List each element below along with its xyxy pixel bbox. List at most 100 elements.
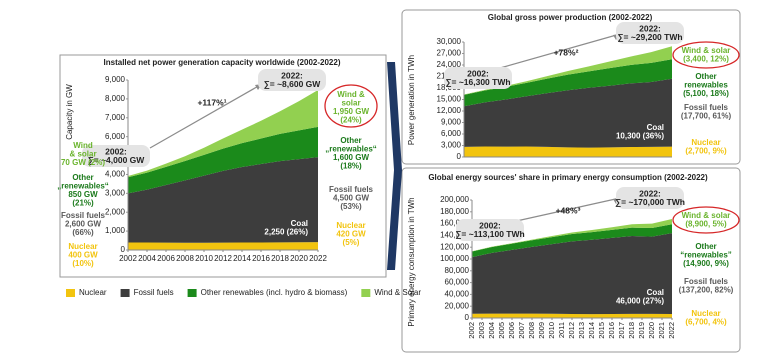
y-tick-label: 140,000 (440, 231, 469, 240)
label-line: 1,600 GW (333, 153, 369, 162)
label-line: Coal (647, 123, 664, 132)
label-line: 400 GW (68, 251, 98, 260)
legend-swatch (187, 289, 197, 297)
label-line: ∑= ~170,000 TWh (615, 197, 685, 207)
x-tick-label: 2014 (587, 322, 596, 339)
y-tick-label: 30,000 (437, 37, 462, 46)
x-tick-label: 2005 (497, 322, 506, 339)
annotation-box (616, 187, 684, 209)
x-tick-label: 2003 (477, 322, 486, 339)
label-line: „renewables“ (325, 145, 377, 154)
x-tick-label: 2016 (607, 322, 616, 339)
label-line: 46,000 (27%) (616, 297, 664, 306)
x-tick-label: 2016 (252, 254, 270, 263)
x-tick-label: 2019 (637, 322, 646, 339)
x-tick-label: 2020 (647, 322, 656, 339)
growth-arrow (149, 83, 263, 149)
x-tick-label: 2017 (617, 322, 626, 339)
label-line: (6,700, 4%) (685, 318, 727, 327)
chevron (387, 62, 402, 270)
growth-arrow (499, 33, 621, 69)
label-line: ∑= ~113,100 TWh (455, 229, 524, 239)
legend-swatch (66, 289, 75, 297)
y-tick-label: 160,000 (440, 219, 469, 228)
label-line: Other (695, 242, 716, 251)
y-axis-label: Capacity in GW (65, 84, 74, 140)
x-tick-label: 2014 (233, 254, 251, 263)
label-line: Other (340, 136, 361, 145)
annotation-box (258, 69, 326, 91)
y-tick-label: 0 (465, 313, 470, 322)
label-line: Nuclear (336, 221, 365, 230)
y-tick-label: 1,000 (105, 226, 126, 235)
highlight-ring (672, 206, 740, 234)
label-line: 2,250 (26%) (264, 228, 308, 237)
area (472, 219, 672, 252)
x-tick-label: 2007 (517, 322, 526, 339)
highlight-ring (672, 41, 740, 69)
x-tick-label: 2006 (157, 254, 175, 263)
chart-title: Global energy sources' share in primary … (428, 173, 708, 182)
area (472, 233, 672, 315)
x-tick-label: 2022 (667, 322, 676, 339)
y-tick-label: 6,000 (441, 129, 462, 138)
label-line: renewables (684, 81, 728, 90)
y-tick-label: 4,000 (105, 170, 126, 179)
label-line: ∑= ~16,300 TWh (445, 77, 510, 87)
legend-label: Wind & Solar (374, 288, 421, 297)
area (472, 224, 672, 258)
label-line: Fossil fuels (329, 185, 374, 194)
label-line: Coal (647, 288, 664, 297)
label-line: Fossil fuels (684, 103, 729, 112)
label-line: ∑= ~4,000 GW (88, 155, 146, 165)
x-tick-label: 2011 (557, 322, 566, 338)
x-tick-label: 2009 (537, 322, 546, 339)
x-tick-label: 2004 (487, 322, 496, 339)
y-axis-label: Primary energy consumption in TWh (407, 197, 416, 326)
label-line: Wind (73, 141, 93, 150)
label-line: (10%) (72, 259, 94, 268)
annotation-box (456, 219, 524, 241)
legend-label: Fossil fuels (134, 288, 174, 297)
area (464, 146, 672, 157)
label-line: 2022: (281, 70, 303, 80)
label-line: (17,700, 61%) (681, 112, 732, 121)
label-line: 850 GW (68, 190, 98, 199)
y-tick-label: 9,000 (105, 75, 126, 84)
label-line: Wind & (337, 90, 365, 99)
legend-label: Nuclear (79, 288, 107, 297)
x-tick-label: 2020 (290, 254, 308, 263)
y-tick-label: 60,000 (445, 278, 470, 287)
y-tick-label: 120,000 (440, 242, 469, 251)
area (464, 78, 672, 148)
label-line: +78%² (554, 47, 579, 57)
y-axis-label: Power generation in TWh (407, 55, 416, 145)
label-line: Other (72, 173, 93, 182)
label-line: Fossil fuels (61, 211, 106, 220)
label-line: Fossil fuels (684, 277, 729, 286)
x-tick-label: 2010 (195, 254, 213, 263)
label-line: (66%) (72, 228, 94, 237)
area (128, 90, 318, 178)
y-tick-label: 7,000 (105, 113, 126, 122)
y-tick-label: 100,000 (440, 254, 469, 263)
label-line: (18%) (340, 162, 362, 171)
label-line: 2002: (105, 146, 127, 156)
y-tick-label: 12,000 (437, 106, 462, 115)
label-line: (5%) (343, 238, 360, 247)
annotation-box (82, 145, 150, 167)
label-line: 420 GW (336, 230, 366, 239)
label-line: 10,300 (36%) (616, 132, 664, 141)
y-tick-label: 180,000 (440, 207, 469, 216)
y-tick-label: 24,000 (437, 60, 462, 69)
x-tick-label: 2018 (627, 322, 636, 339)
x-tick-label: 2012 (214, 254, 232, 263)
panel-left (59, 54, 387, 278)
label-line: 70 GW (2%) (61, 158, 105, 167)
y-tick-label: 3,000 (441, 141, 462, 150)
y-tick-label: 3,000 (105, 188, 126, 197)
label-line: 2002: (467, 68, 489, 78)
legend-swatch (361, 289, 371, 297)
label-line: (53%) (340, 202, 362, 211)
area (128, 242, 318, 250)
